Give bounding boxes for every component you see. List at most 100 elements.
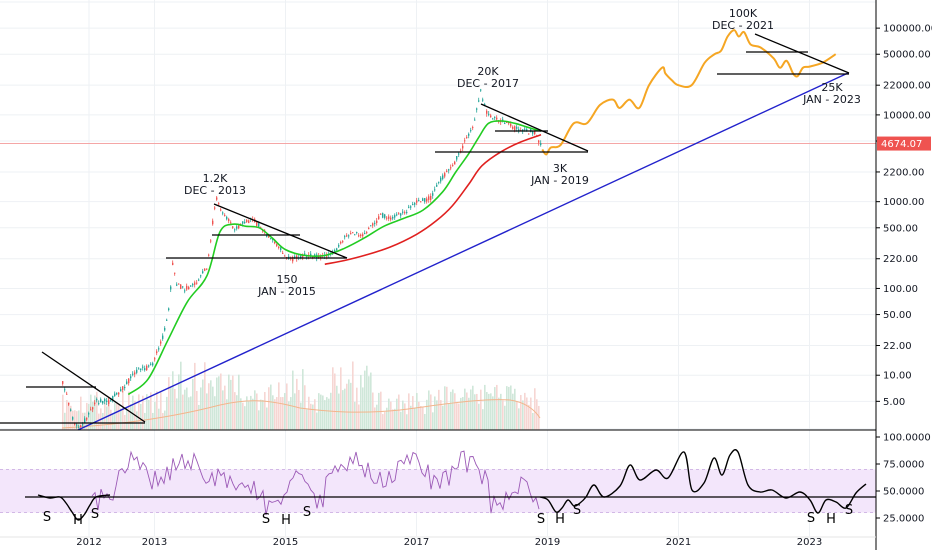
candle-body (172, 262, 174, 266)
candle-body (226, 216, 228, 220)
candle (158, 346, 160, 352)
volume-bar (316, 412, 318, 430)
volume-bar (314, 399, 316, 430)
candle (452, 163, 454, 167)
candle (224, 213, 226, 217)
candle (168, 307, 170, 312)
candle (198, 278, 200, 282)
candle-body (206, 268, 208, 270)
candle-body (460, 150, 462, 152)
candle (206, 268, 208, 271)
candle-body (146, 365, 148, 370)
candle (88, 411, 90, 418)
candle-body (108, 400, 110, 404)
candle (444, 171, 446, 179)
candle (128, 378, 130, 386)
volume-bar (412, 396, 414, 430)
shs-marker-label: S (573, 503, 581, 518)
volume-bar (220, 373, 222, 430)
candle-body (462, 145, 464, 149)
volume-bar (306, 409, 308, 430)
candle-body (98, 403, 100, 405)
candle-body (480, 89, 482, 91)
volume-bar (344, 388, 346, 430)
candle-body (280, 247, 282, 250)
volume-bar (118, 404, 120, 430)
candle (382, 212, 384, 219)
candle (146, 364, 148, 371)
price-axis-tick-label: 500.00 (883, 223, 918, 234)
annotation-label: 100K (729, 7, 758, 20)
volume-bar (302, 369, 304, 430)
candle (226, 215, 228, 221)
volume-bar (508, 386, 510, 430)
candle-body (68, 402, 70, 405)
volume-bar (214, 396, 216, 430)
candle-body (248, 220, 250, 224)
candle (378, 213, 380, 220)
volume-bar (380, 391, 382, 430)
volume-bar (284, 393, 286, 430)
candle (76, 423, 78, 429)
volume-bar (328, 398, 330, 430)
candle (204, 268, 206, 272)
candle-body (372, 223, 374, 226)
shs-marker-label: H (826, 512, 836, 527)
candle-body (236, 226, 238, 229)
candle-body (496, 117, 498, 120)
candle-body (210, 240, 212, 242)
volume-bar (108, 397, 110, 430)
projection-line (541, 29, 837, 156)
candle (100, 397, 102, 403)
volume-bar (110, 409, 112, 430)
candle-body (414, 202, 416, 205)
candle-body (336, 248, 338, 251)
candle-body (284, 255, 286, 257)
volume-bar (286, 383, 288, 430)
volume-bar (264, 392, 266, 430)
volume-bar (454, 393, 456, 430)
volume-bar (390, 401, 392, 430)
volume-bar (102, 413, 104, 430)
candle-body (184, 290, 186, 292)
candle-body (178, 283, 180, 285)
candle (426, 196, 428, 204)
candle (346, 233, 348, 238)
candle-body (268, 235, 270, 238)
oscillator-axis-tick-label: 75.0000 (883, 460, 924, 471)
candle (390, 215, 392, 222)
volume-bar (424, 413, 426, 430)
candle-body (78, 427, 80, 429)
volume-bar (470, 389, 472, 430)
annotation-label: JAN - 2019 (530, 174, 589, 187)
candle (416, 197, 418, 206)
volume-bars (61, 361, 541, 430)
candle-body (396, 214, 398, 216)
volume-bar (430, 394, 432, 430)
shs-marker-label: S (845, 503, 853, 518)
candle (130, 374, 132, 381)
volume-bar (392, 409, 394, 430)
volume-bar (410, 405, 412, 430)
candle-body (148, 365, 150, 367)
gridlines (0, 0, 876, 536)
candle (208, 253, 210, 257)
candle-body (404, 212, 406, 214)
candle (214, 206, 216, 211)
annotation-label: DEC - 2021 (712, 19, 774, 32)
volume-bar (158, 408, 160, 430)
volume-bar (230, 379, 232, 430)
candle (454, 160, 456, 165)
candle (182, 286, 184, 289)
volume-bar (170, 386, 172, 430)
candle-body (120, 389, 122, 392)
candle-body (448, 169, 450, 171)
candle (132, 371, 134, 377)
volume-bar (398, 394, 400, 430)
volume-bar (206, 393, 208, 430)
candle-body (432, 193, 434, 196)
volume-bar (368, 376, 370, 430)
candle-body (390, 217, 392, 220)
candle (404, 210, 406, 215)
price-axis-tick-label: 2200.00 (883, 167, 924, 178)
